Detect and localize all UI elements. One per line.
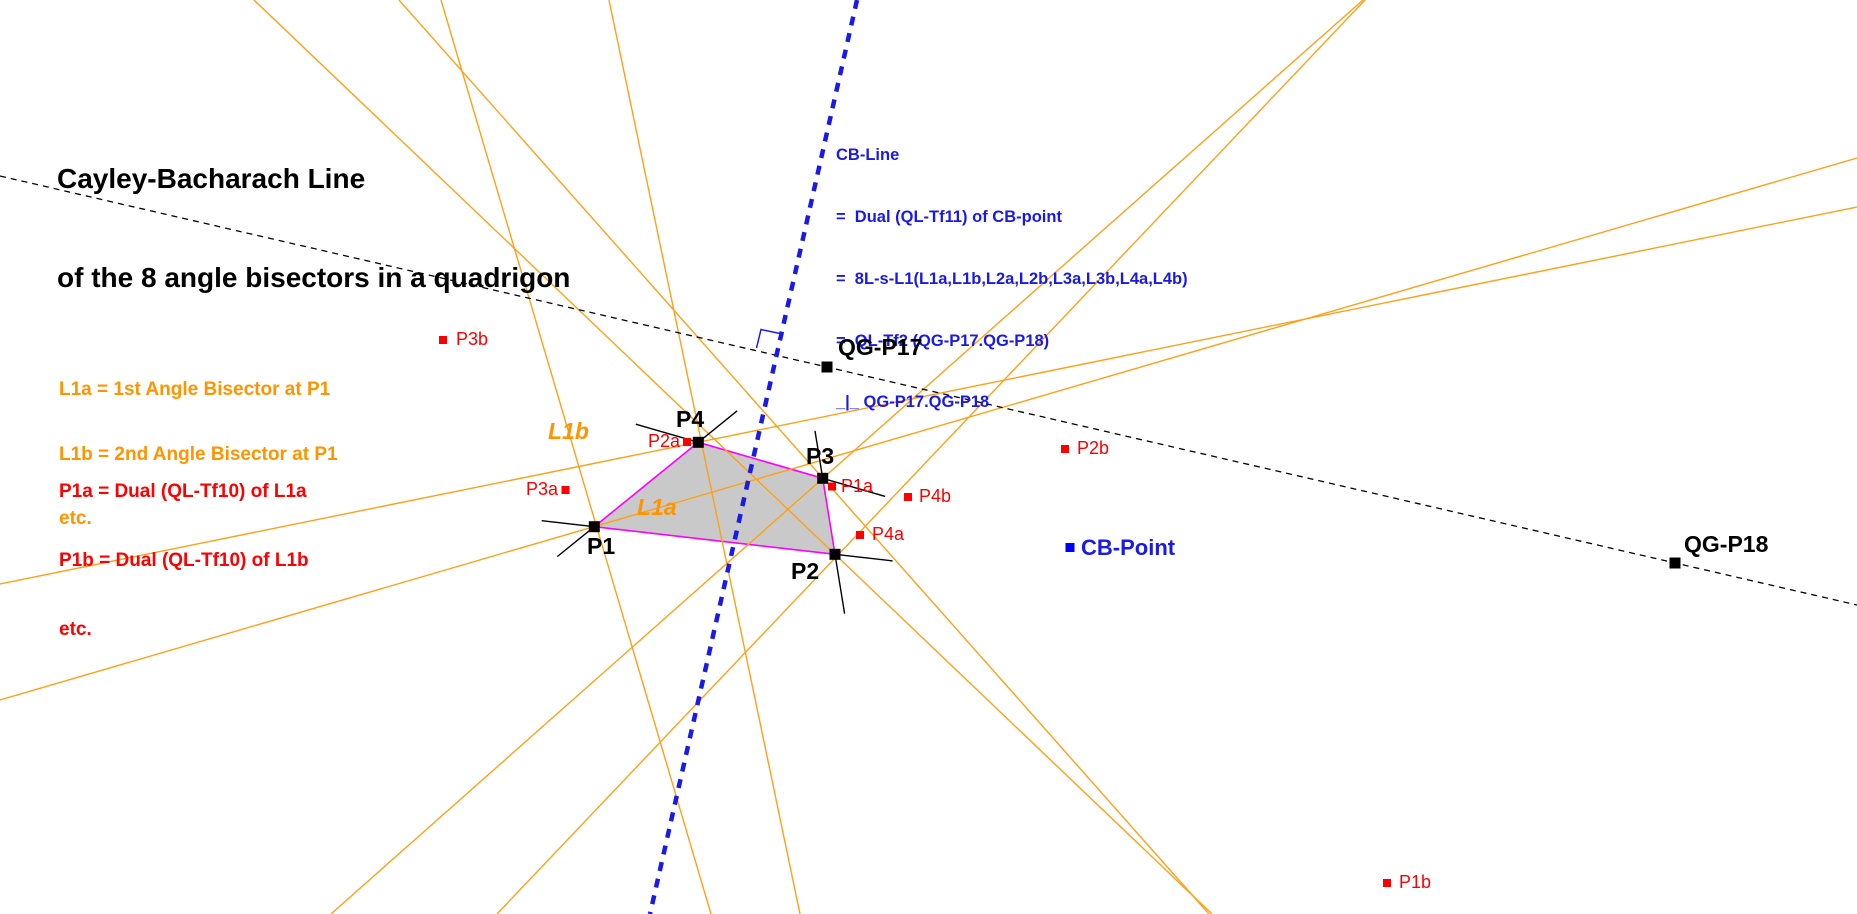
point-CB-Point <box>1065 543 1075 552</box>
title-line-1: Cayley-Bacharach Line <box>57 163 366 194</box>
point-P1a <box>828 482 836 491</box>
label-P2: P2 <box>791 558 820 584</box>
dual-points-legend: P1a = Dual (QL-Tf10) of L1a P1b = Dual (… <box>59 434 309 687</box>
cb-info-line: CB-Line <box>836 146 900 165</box>
right-angle-marker <box>755 328 781 349</box>
label-P4: P4 <box>676 406 705 432</box>
label-QG-P18: QG-P18 <box>1684 531 1769 557</box>
diagram-title: Cayley-Bacharach Line of the 8 angle bis… <box>57 96 570 360</box>
point-P1 <box>588 521 600 533</box>
point-P3a <box>561 486 570 494</box>
cb-info-line: = QL-Tf2 (QG-P17.QG-P18) <box>836 331 1050 350</box>
label-L1b: L1b <box>548 418 589 444</box>
label-CB-Point: CB-Point <box>1081 535 1176 560</box>
angle-bisector-legend: L1a = 1st Angle Bisector at P1 L1b = 2nd… <box>59 336 338 573</box>
point-P4b <box>904 493 912 501</box>
orange-legend-line: L1b = 2nd Angle Bisector at P1 <box>59 443 338 465</box>
label-P3a: P3a <box>525 479 558 499</box>
QG-P17-QG-P18-line <box>0 175 1857 606</box>
label-P1a: P1a <box>841 476 874 496</box>
point-P4 <box>692 436 704 448</box>
label-P2b: P2b <box>1077 438 1110 458</box>
vertex-side-extension <box>834 554 846 614</box>
point-QG-P17 <box>821 361 833 373</box>
point-P3b <box>439 336 447 344</box>
orange-legend-line: L1a = 1st Angle Bisector at P1 <box>59 379 331 400</box>
label-P4a: P4a <box>872 524 905 544</box>
label-P2a: P2a <box>647 431 680 451</box>
point-P2 <box>829 548 841 560</box>
vertex-side-extension <box>541 520 595 528</box>
label-L1a: L1a <box>637 494 677 520</box>
bisector-line-L2a <box>253 0 1213 914</box>
title-line-2: of the 8 angle bisectors in a quadrigon <box>57 262 571 293</box>
bisector-line-L1a <box>0 157 1857 701</box>
point-P2a <box>683 438 691 446</box>
label-P1b: P1b <box>1399 872 1432 892</box>
bisector-line-L1b <box>440 0 712 914</box>
bisector-line-L3b <box>330 0 1364 914</box>
quadrigon-polygon <box>592 441 836 556</box>
bisector-line-L4b <box>608 0 801 914</box>
red-legend-line: P1a = Dual (QL-Tf10) of L1a <box>59 481 307 502</box>
vertex-side-extension <box>834 553 893 562</box>
label-P1: P1 <box>587 533 616 559</box>
vertex-side-extension <box>822 477 886 498</box>
bisector-line-L3a <box>398 0 1210 914</box>
cb-info-line: = Dual (QL-Tf11) of CB-point <box>836 207 1062 226</box>
point-QG-P18 <box>1669 557 1681 569</box>
vertex-side-extension <box>556 526 595 558</box>
vertex-side-extension <box>814 430 824 479</box>
bisector-line-L4a <box>0 206 1857 585</box>
orange-legend-line: etc. <box>59 508 92 529</box>
CB-line <box>647 0 860 914</box>
label-P3: P3 <box>806 443 835 469</box>
cb-line-definition: CB-Line = Dual (QL-Tf11) of CB-point = 8… <box>836 104 1188 454</box>
red-legend-line: etc. <box>59 619 92 640</box>
cb-info-line: = 8L-s-L1(L1a,L1b,L2a,L2b,L3a,L3b,L4a,L4… <box>836 269 1188 288</box>
red-legend-line: P1b = Dual (QL-Tf10) of L1b <box>59 550 309 571</box>
vertex-side-extension <box>697 410 738 443</box>
point-P1b <box>1383 879 1391 887</box>
label-P3b: P3b <box>456 329 489 349</box>
cb-info-line: _|_ QG-P17.QG-P18 <box>836 393 990 412</box>
point-P3 <box>817 472 829 484</box>
bisector-line-L2b <box>496 0 1366 914</box>
point-P4a <box>856 531 864 539</box>
label-P4b: P4b <box>919 486 952 506</box>
point-P2b <box>1061 445 1069 453</box>
label-QG-P17: QG-P17 <box>838 334 923 360</box>
